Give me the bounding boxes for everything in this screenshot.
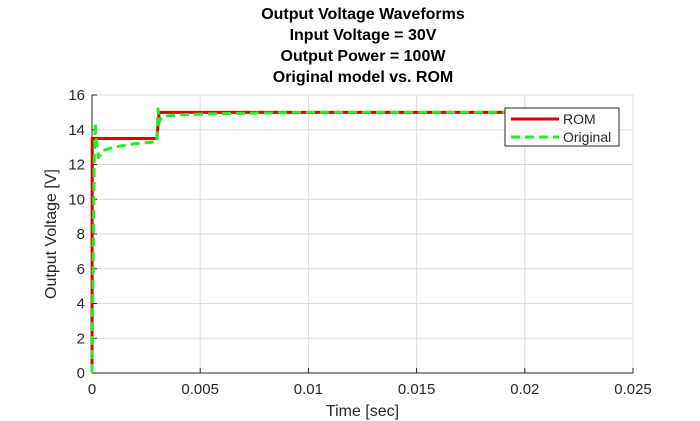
legend-label-original: Original bbox=[563, 129, 611, 145]
y-tick-label: 2 bbox=[77, 330, 85, 347]
x-tick-label: 0.015 bbox=[398, 381, 436, 398]
chart-title-line: Input Voltage = 30V bbox=[290, 27, 437, 44]
series-line-original bbox=[90, 107, 525, 374]
chart-title-line: Original model vs. ROM bbox=[273, 69, 453, 86]
series bbox=[90, 107, 525, 374]
chart-title-line: Output Power = 100W bbox=[281, 48, 447, 65]
chart-title-line: Output Voltage Waveforms bbox=[261, 6, 465, 23]
y-tick-label: 6 bbox=[77, 261, 85, 278]
y-tick-label: 10 bbox=[68, 191, 85, 208]
x-axis-label: Time [sec] bbox=[326, 403, 399, 420]
y-tick-label: 12 bbox=[68, 157, 85, 174]
legend: ROM Original bbox=[504, 107, 620, 147]
legend-box bbox=[504, 107, 620, 147]
x-tick-label: 0.005 bbox=[181, 381, 219, 398]
x-tick-label: 0.025 bbox=[614, 381, 652, 398]
y-tick-label: 8 bbox=[77, 226, 85, 243]
x-tick-label: 0.01 bbox=[294, 381, 323, 398]
chart-title: Output Voltage Waveforms Input Voltage = … bbox=[261, 6, 465, 86]
legend-label-rom: ROM bbox=[563, 111, 596, 127]
x-tick-label: 0 bbox=[88, 381, 96, 398]
y-tick-label: 4 bbox=[77, 296, 85, 313]
x-tick-label: 0.02 bbox=[510, 381, 539, 398]
y-tick-label: 0 bbox=[77, 365, 85, 382]
y-axis-label: Output Voltage [V] bbox=[43, 169, 60, 299]
y-tick-labels: 0 2 4 6 8 10 12 14 16 bbox=[68, 87, 85, 382]
y-tick-label: 14 bbox=[68, 122, 85, 139]
x-tick-labels: 0 0.005 0.01 0.015 0.02 0.025 bbox=[88, 381, 652, 398]
y-tick-label: 16 bbox=[68, 87, 85, 104]
